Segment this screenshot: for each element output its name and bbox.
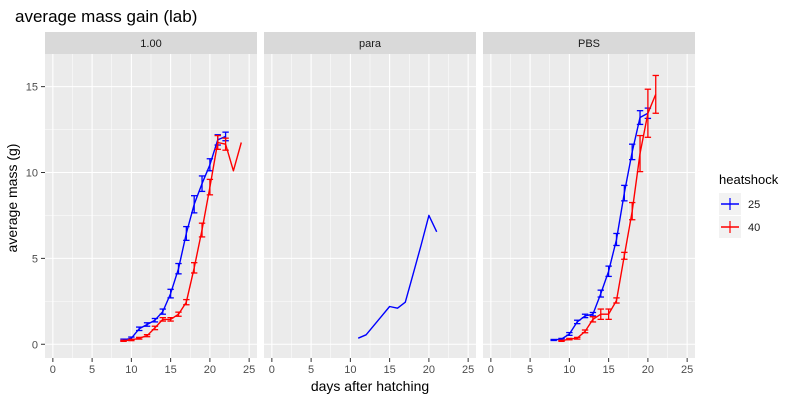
error-bar [581,329,589,334]
error-bar [613,297,620,304]
error-bar [120,339,127,342]
error-bar [574,336,581,340]
facet-strip [45,32,257,54]
x-tick-label: 10 [344,364,356,376]
x-tick-label: 10 [563,364,575,376]
facet-strip-label: para [359,38,382,50]
series-line-25 [357,214,438,339]
series-25 [357,214,438,339]
x-tick-label: 15 [165,364,177,376]
error-bar [605,265,612,278]
x-tick-label: 20 [642,364,654,376]
error-bar [605,308,612,321]
error-bar [175,262,182,275]
series-40 [120,134,242,342]
x-axis-label: days after hatching [311,378,429,394]
legend: heatshock 25 40 [719,172,779,238]
error-bar [206,158,214,172]
error-bar [190,262,198,274]
x-tick-label: 15 [384,364,396,376]
x-tick-label: 5 [89,364,95,376]
error-bar [128,338,135,342]
error-bar [597,308,604,321]
y-tick-label: 15 [26,82,38,94]
legend-label-40: 40 [748,222,760,234]
error-bar [183,225,190,242]
y-tick-label: 0 [32,339,38,351]
facet-strip [264,32,476,54]
error-bar [136,326,143,332]
error-bar [151,317,159,323]
x-tick-label: 0 [50,364,56,376]
error-bar [143,322,151,327]
y-tick-label: 5 [32,253,38,265]
error-bar [198,175,206,193]
series-line-25 [123,135,226,341]
error-bar [190,195,198,214]
series-line-40 [123,141,242,342]
x-tick-label: 10 [125,364,137,376]
facet-strip [483,32,695,54]
chart-title: average mass gain (lab) [15,7,197,26]
x-tick-label: 25 [462,364,474,376]
legend-title: heatshock [719,172,779,187]
facet-strip-label: 1.00 [140,38,161,50]
error-bar [644,88,652,138]
error-bar [175,311,182,317]
error-bar [628,143,636,161]
x-tick-label: 0 [269,364,275,376]
facet-panel-para: para 0 5 10 15 20 25 [264,32,476,376]
error-bar [167,288,174,299]
error-bar [621,184,628,202]
error-bar [581,313,589,319]
legend-label-25: 25 [748,199,760,211]
error-bar [566,331,573,336]
x-tick-label: 15 [603,364,615,376]
x-tick-label: 20 [423,364,435,376]
error-bar [589,316,597,323]
facet-panel-1.00: 1.00 0 5 10 15 20 25 [45,32,257,376]
x-tick-label: 25 [243,364,255,376]
y-axis-label: average mass (g) [4,144,20,253]
error-bar [628,201,636,221]
x-tick-label: 5 [308,364,314,376]
error-bar [589,311,597,317]
error-bar [613,232,620,247]
series-40 [558,74,659,342]
error-bar [198,222,206,238]
error-bar [597,289,604,298]
error-bar [636,134,644,173]
error-bar [222,137,229,151]
error-bar [151,325,159,331]
x-tick-label: 0 [488,364,494,376]
error-bar [566,337,573,341]
error-bar [183,298,190,306]
error-bar [159,316,166,322]
x-tick-label: 20 [204,364,216,376]
error-bar [214,134,221,150]
facet-panel-PBS: PBS 0 5 10 15 20 25 [483,32,695,376]
x-tick-label: 25 [681,364,693,376]
y-tick-label: 10 [26,168,38,180]
error-bar [652,74,659,114]
error-bar [136,336,143,340]
error-bar [143,333,151,338]
error-bar [159,308,166,315]
facet-strip-label: PBS [578,38,600,50]
x-tick-label: 5 [527,364,533,376]
error-bar [167,316,174,322]
error-bar [558,339,565,342]
error-bar [621,251,628,260]
error-bar [636,110,644,126]
error-bar [574,319,581,325]
error-bar [550,338,557,342]
error-bar [206,178,214,196]
